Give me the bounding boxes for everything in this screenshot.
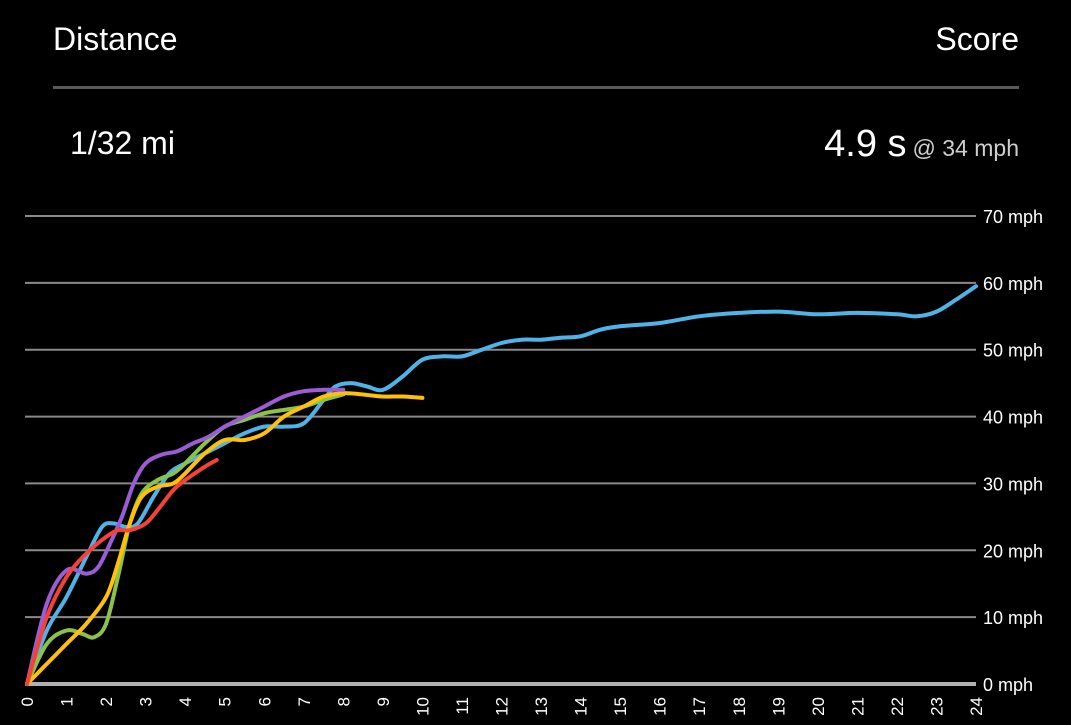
x-tick-label: 6 [255,697,274,706]
series-line-5 [25,458,219,686]
score-time: 4.9 s [824,123,907,165]
x-tick-label: 10 [413,697,432,716]
y-tick-labels: 0 mph 10 mph 20 mph 30 mph 40 mph 50 mph 60 mp… [983,207,1043,695]
x-tick-label: 2 [97,697,116,706]
y-tick-label: 30 mph [983,474,1043,494]
y-tick-label: 50 mph [983,341,1043,361]
x-tick-label: 0 [18,697,37,706]
x-tick-label: 8 [334,697,353,706]
x-tick-label: 15 [611,697,630,716]
score-header: Score [935,21,1019,57]
y-tick-label: 70 mph [983,207,1043,227]
x-tick-label: 5 [216,697,235,706]
x-tick-label: 24 [967,697,986,716]
y-tick-label: 20 mph [983,541,1043,561]
x-tick-label: 13 [532,697,551,716]
x-tick-label: 18 [730,697,749,716]
x-tick-label: 22 [888,697,907,716]
x-tick-label: 20 [809,697,828,716]
y-tick-label: 10 mph [983,608,1043,628]
score-summary: 4.9 s @ 34 mph [824,122,1019,166]
x-tick-label: 21 [848,697,867,716]
x-tick-label: 4 [176,697,195,706]
distance-value: 1/32 mi [70,125,175,161]
x-tick-label: 12 [493,697,512,716]
series-line-3 [25,391,425,686]
y-tick-label: 40 mph [983,408,1043,428]
score-speed: @ 34 mph [912,135,1019,161]
x-tick-label: 7 [295,697,314,706]
series-line-1 [25,284,978,686]
x-tick-labels: 0 1 2 3 4 5 6 7 8 9 10 11 12 13 14 15 16 17 18 19 20 21 22 23 24 [18,697,986,716]
series-line-2 [25,392,346,686]
series-line-4 [25,387,346,686]
x-tick-label: 23 [927,697,946,716]
x-tick-label: 1 [58,697,77,706]
y-tick-label: 60 mph [983,274,1043,294]
y-tick-label: 0 mph [983,675,1033,695]
x-tick-label: 11 [453,697,472,715]
x-tick-label: 14 [572,697,591,716]
x-tick-label: 3 [137,697,156,706]
x-tick-label: 19 [769,697,788,716]
x-tick-label: 9 [374,697,393,706]
header-divider [53,86,1019,89]
x-tick-label: 17 [690,697,709,716]
distance-header: Distance [53,21,178,57]
x-tick-label: 16 [651,697,670,716]
series-lines [25,284,978,686]
grid-lines [25,215,976,686]
